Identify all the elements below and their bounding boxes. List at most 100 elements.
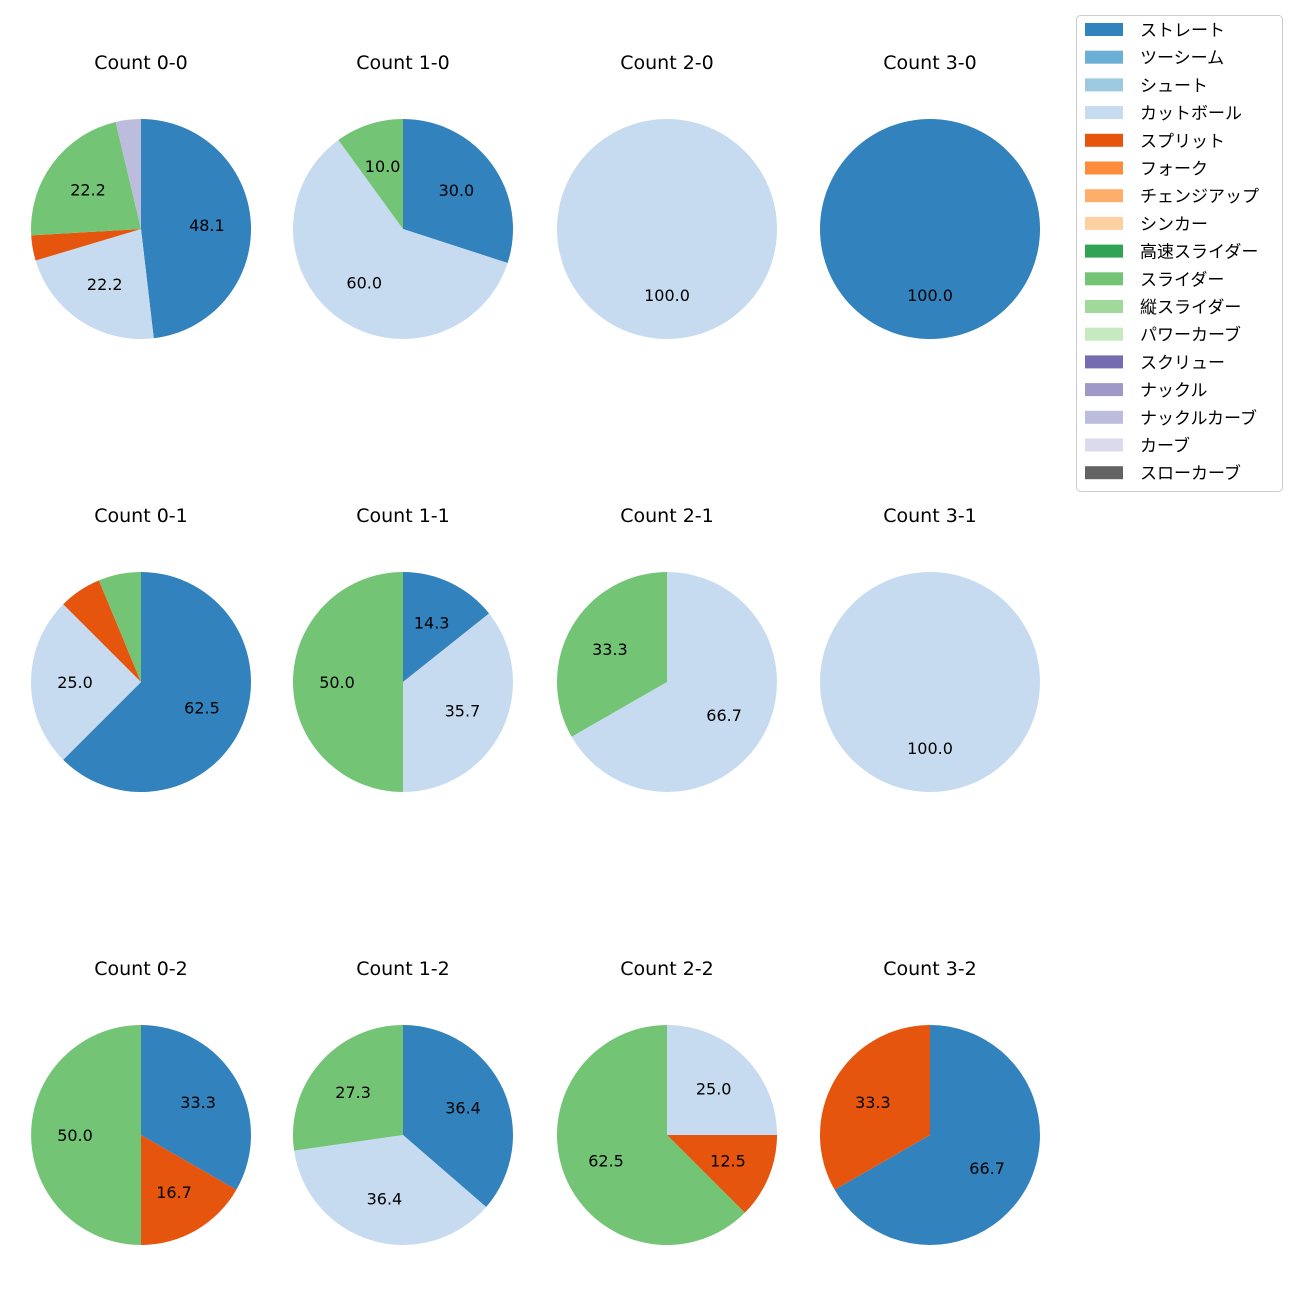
pie-slice	[31, 1025, 141, 1245]
pie-chart: Count 2-0 100.0	[557, 52, 777, 339]
slice-label: 100.0	[644, 286, 690, 305]
legend-label: 高速スライダー	[1140, 243, 1258, 263]
slice-label: 66.7	[706, 706, 742, 725]
slice-label: 66.7	[969, 1159, 1005, 1178]
legend-label: スライダー	[1140, 270, 1224, 290]
pie-chart: Count 0-2 33.3 16.7 50.0	[31, 958, 252, 1245]
slice-label: 36.4	[367, 1189, 403, 1208]
pie-slice	[293, 140, 508, 339]
pie-title: Count 0-0	[94, 52, 188, 74]
pie-slice	[403, 1025, 513, 1208]
slice-label: 33.3	[855, 1093, 891, 1112]
slice-label: 27.3	[335, 1083, 371, 1102]
pie-chart: Count 1-2 36.4 36.4 27.3	[293, 958, 513, 1245]
pie-slice	[115, 119, 141, 229]
legend-swatch	[1085, 438, 1123, 452]
legend-label: スローカーブ	[1140, 463, 1241, 484]
pie-title: Count 1-1	[356, 505, 450, 527]
legend-swatch	[1085, 244, 1123, 258]
slice-label: 50.0	[319, 673, 355, 692]
legend-label: チェンジアップ	[1140, 187, 1259, 207]
legend-label: ツーシーム	[1140, 49, 1224, 69]
pie-slice	[63, 572, 252, 792]
pie-slice	[820, 119, 1040, 339]
slice-label: 35.7	[445, 702, 481, 721]
pie-slice	[31, 121, 141, 236]
slice-label: 48.1	[189, 216, 225, 235]
slice-label: 100.0	[907, 286, 953, 305]
legend-swatch	[1085, 50, 1123, 64]
pie-chart: Count 0-1 62.5 25.0	[31, 505, 252, 792]
slice-label: 14.3	[414, 614, 450, 633]
pie-slice	[403, 613, 513, 792]
legend-swatch	[1085, 23, 1123, 36]
pie-chart: Count 1-0 30.0 60.0 10.0	[293, 52, 514, 339]
legend-swatch	[1085, 327, 1123, 341]
slice-label: 22.2	[70, 181, 106, 200]
pie-title: Count 3-2	[883, 958, 977, 980]
pie-slice	[556, 1025, 745, 1245]
legend-label: スプリット	[1140, 132, 1225, 152]
pie-slice	[834, 1025, 1040, 1245]
pie-slice	[338, 119, 403, 229]
legend-label: フォーク	[1140, 160, 1208, 180]
pie-slice	[403, 572, 490, 682]
pie-slice	[571, 572, 777, 792]
legend-swatch	[1085, 133, 1123, 147]
pie-slice	[293, 1025, 403, 1151]
pie-slice	[35, 229, 154, 340]
pie-slice	[63, 580, 141, 682]
legend-swatch	[1085, 78, 1123, 92]
pie-title: Count 1-0	[356, 52, 450, 74]
pie-slice	[667, 1135, 777, 1213]
legend-label: ストレート	[1140, 21, 1225, 41]
legend-label: カットボール	[1140, 104, 1242, 124]
pie-slice	[557, 119, 777, 339]
pie-chart: Count 3-1 100.0	[820, 505, 1040, 792]
pie-chart: Count 0-0 48.1 22.2 22.2	[31, 52, 252, 340]
legend-label: パワーカーブ	[1140, 325, 1241, 346]
pie-slice	[819, 1025, 930, 1190]
legend-swatch	[1085, 355, 1123, 369]
pie-title: Count 3-0	[883, 52, 977, 74]
pie-slice	[556, 572, 667, 737]
legend-swatch	[1085, 216, 1123, 230]
legend-frame	[1076, 15, 1283, 492]
pie-slice	[98, 572, 141, 682]
legend-swatch	[1085, 410, 1123, 424]
slice-label: 33.3	[180, 1093, 216, 1112]
legend-label: ナックル	[1140, 381, 1208, 401]
slice-label: 10.0	[365, 157, 401, 176]
pie-title: Count 2-1	[620, 505, 714, 527]
legend-label: 縦スライダー	[1140, 298, 1241, 318]
pie-chart: Count 3-0 100.0	[820, 52, 1040, 339]
pie-slice	[141, 119, 252, 339]
slice-label: 62.5	[588, 1151, 624, 1170]
legend-label: スクリュー	[1140, 353, 1225, 373]
legend-swatch	[1085, 272, 1123, 286]
pie-title: Count 3-1	[883, 505, 977, 527]
pie-slice	[820, 572, 1040, 792]
legend-label: シンカー	[1140, 215, 1208, 235]
legend-swatch	[1085, 383, 1123, 397]
pie-title: Count 0-1	[94, 505, 188, 527]
legend-swatch	[1085, 189, 1123, 203]
pie-slice	[294, 1135, 487, 1245]
legend: ストレートツーシームシュートカットボールスプリットフォークチェンジアップシンカー…	[1076, 15, 1283, 492]
slice-label: 33.3	[592, 640, 628, 659]
slice-label: 60.0	[346, 273, 382, 292]
pie-slice	[403, 119, 514, 263]
pie-slice	[293, 572, 403, 792]
legend-swatch	[1085, 161, 1123, 175]
slice-label: 100.0	[907, 739, 953, 758]
pie-slice	[141, 1135, 237, 1245]
pie-title: Count 1-2	[356, 958, 450, 980]
pie-slice	[141, 1025, 252, 1190]
slice-label: 16.7	[156, 1183, 192, 1202]
pie-charts: Count 0-0 48.1 22.2 22.2 Count 1-0 30.0 60.0 10…	[31, 52, 1040, 1245]
slice-label: 25.0	[696, 1079, 732, 1098]
legend-swatch	[1085, 106, 1123, 120]
legend-label: シュート	[1140, 76, 1208, 96]
pie-title: Count 0-2	[94, 958, 188, 980]
